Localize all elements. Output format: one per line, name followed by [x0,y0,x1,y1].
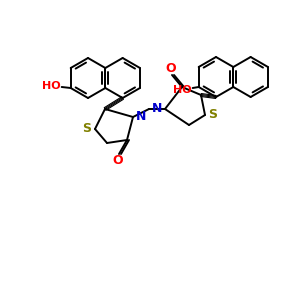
Text: HO: HO [173,85,192,95]
Text: S: S [208,109,217,122]
Text: O: O [113,154,123,167]
Text: N: N [136,110,146,124]
Text: N: N [152,103,162,116]
Text: HO: HO [42,81,61,91]
Text: S: S [82,122,91,136]
Text: O: O [166,61,176,74]
